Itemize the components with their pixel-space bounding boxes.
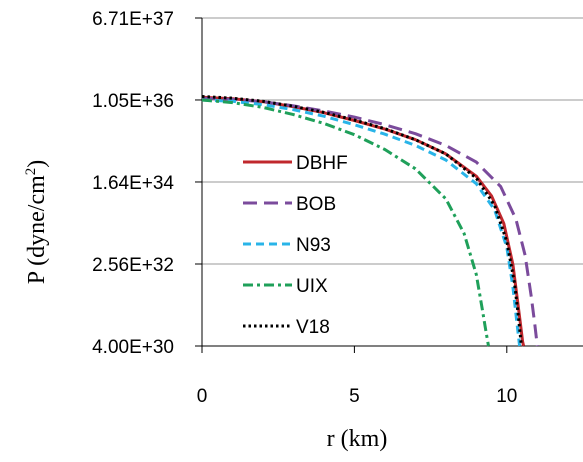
axes [195,17,583,353]
legend-label-n93: N93 [296,235,331,256]
x-tick-labels: 0 5 10 [197,386,518,407]
series-line-n93 [201,98,522,347]
legend-label-bob: BOB [296,194,336,215]
legend: DBHF BOB N93 UIX V18 [243,153,348,338]
legend-label-v18: V18 [296,317,330,338]
y-tick-label: 1.64E+34 [92,173,174,194]
x-tick-label: 0 [197,386,208,407]
y-gridlines [202,17,583,347]
y-tick-label: 4.00E+30 [92,337,174,358]
y-tick-label: 6.71E+37 [92,9,174,30]
legend-label-uix: UIX [296,276,328,297]
x-tick-label: 10 [496,386,517,407]
y-axis-title: P (dyne/cm2) [23,160,50,285]
series-line-dbhf [201,95,526,347]
legend-label-dbhf: DBHF [296,153,348,174]
series-line-v18 [201,95,523,347]
x-tick-label: 5 [349,386,360,407]
y-tick-label: 1.05E+36 [92,91,174,112]
x-axis-title: r (km) [327,426,388,452]
series-line-bob [201,96,539,347]
y-tick-labels: 4.00E+30 2.56E+32 1.64E+34 1.05E+36 6.71E+37 [92,9,174,358]
series-line-uix [201,98,490,347]
y-tick-label: 2.56E+32 [92,255,174,276]
series-lines [201,95,539,347]
